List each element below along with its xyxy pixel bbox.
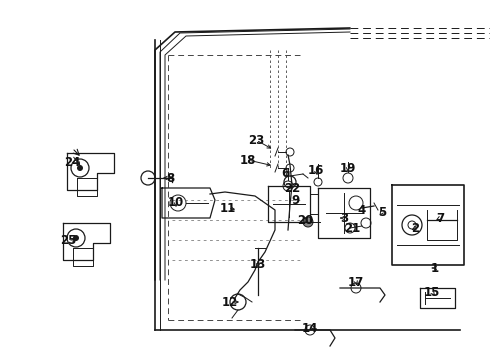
Text: 23: 23 bbox=[248, 134, 264, 147]
Text: 22: 22 bbox=[284, 181, 300, 194]
Text: 13: 13 bbox=[250, 257, 266, 270]
Text: 10: 10 bbox=[168, 195, 184, 208]
Text: 3: 3 bbox=[340, 212, 348, 225]
Circle shape bbox=[77, 165, 83, 171]
Circle shape bbox=[303, 217, 313, 227]
Text: 11: 11 bbox=[220, 202, 236, 215]
Text: 9: 9 bbox=[291, 194, 299, 207]
Text: 2: 2 bbox=[411, 221, 419, 234]
Text: 15: 15 bbox=[424, 285, 440, 298]
Text: 16: 16 bbox=[308, 163, 324, 176]
Text: 6: 6 bbox=[281, 166, 289, 180]
Text: 25: 25 bbox=[60, 234, 76, 247]
Text: 18: 18 bbox=[240, 153, 256, 166]
Text: 20: 20 bbox=[297, 213, 313, 226]
Text: 19: 19 bbox=[340, 162, 356, 175]
Text: 17: 17 bbox=[348, 275, 364, 288]
Text: 12: 12 bbox=[222, 296, 238, 309]
Text: 21: 21 bbox=[344, 221, 360, 234]
Text: 7: 7 bbox=[436, 212, 444, 225]
Text: 4: 4 bbox=[358, 203, 366, 216]
Text: 8: 8 bbox=[166, 171, 174, 185]
Text: 14: 14 bbox=[302, 321, 318, 334]
Text: 5: 5 bbox=[378, 206, 386, 219]
Text: 1: 1 bbox=[431, 261, 439, 274]
Circle shape bbox=[73, 235, 79, 241]
Text: 24: 24 bbox=[64, 156, 80, 168]
